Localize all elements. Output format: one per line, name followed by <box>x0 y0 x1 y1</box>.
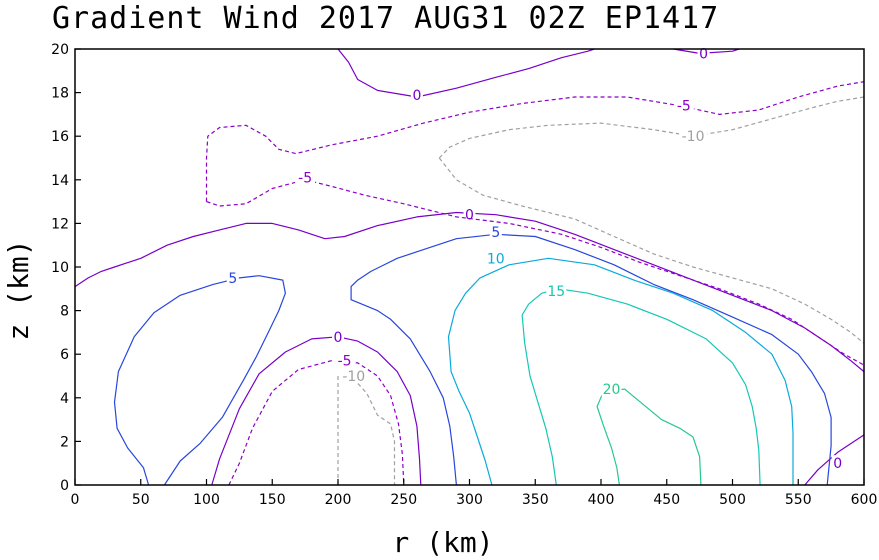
contour-label: 5 <box>491 225 500 241</box>
x-tick-label: 400 <box>588 492 615 508</box>
contour-line <box>350 233 832 486</box>
contour-label-background <box>334 352 355 368</box>
contour-label-background <box>226 269 239 285</box>
contour-label: 0 <box>465 208 474 224</box>
plot-frame <box>74 48 865 486</box>
contour-label-background <box>339 368 368 383</box>
x-tick-label: 150 <box>259 492 286 508</box>
y-tick-label: 2 <box>60 434 69 450</box>
contour-label: 0 <box>334 330 343 346</box>
y-tick-label: 20 <box>51 42 69 58</box>
contour-label: -5 <box>298 171 312 187</box>
contour-label: 0 <box>412 88 421 104</box>
contour-label: -5 <box>677 99 691 115</box>
contour-label-background <box>295 169 316 185</box>
contour-label: 10 <box>487 251 505 267</box>
x-tick-label: 350 <box>522 492 549 508</box>
contour-line <box>211 336 422 486</box>
contour-label: 0 <box>833 456 842 472</box>
contour-label-background <box>463 206 476 222</box>
contour-line <box>596 388 702 486</box>
contour-label-background <box>673 97 694 113</box>
x-tick-label: 100 <box>193 492 220 508</box>
contour-line <box>228 360 405 486</box>
contour-line <box>804 434 865 486</box>
contour-line <box>337 373 396 485</box>
contour-line <box>673 48 740 54</box>
contour-label: 20 <box>603 382 621 398</box>
contour-line <box>521 288 761 486</box>
contour-label-background <box>546 282 567 298</box>
contour-line <box>447 257 794 486</box>
y-tick-label: 10 <box>51 260 69 276</box>
y-tick-label: 8 <box>60 304 69 320</box>
contour-label-background <box>601 381 622 397</box>
axis-ticks: 0 50 100 150 200 250 300 350 400 450 500 550 6000246… <box>51 42 877 508</box>
x-tick-label: 550 <box>785 492 812 508</box>
contour-label: 0 <box>699 46 708 62</box>
contour-line <box>113 275 286 486</box>
x-tick-label: 450 <box>653 492 680 508</box>
contour-line <box>205 81 865 202</box>
x-tick-label: 0 <box>71 492 80 508</box>
y-tick-label: 12 <box>51 216 69 232</box>
contour-label-background <box>489 224 502 240</box>
contour-label-background <box>332 328 344 344</box>
chart-title: Gradient Wind 2017 AUG31 02Z EP1417 <box>52 1 719 36</box>
contour-label: -5 <box>338 354 352 370</box>
contour-line <box>206 179 865 366</box>
contour-label: 5 <box>228 271 237 287</box>
x-tick-label: 50 <box>132 492 150 508</box>
x-axis-label: r (km) <box>392 526 493 559</box>
contour-line <box>438 96 865 159</box>
x-tick-label: 600 <box>851 492 878 508</box>
y-tick-label: 4 <box>60 391 69 407</box>
contour-label: -10 <box>682 129 705 145</box>
contour-label: 15 <box>547 284 565 300</box>
contour-line <box>438 157 865 344</box>
contour-label-background <box>485 250 506 266</box>
contour-label-background <box>410 86 423 102</box>
x-tick-label: 200 <box>325 492 352 508</box>
contour-line <box>74 211 865 373</box>
contour-label: -10 <box>342 369 365 385</box>
y-tick-label: 18 <box>51 86 69 102</box>
contour-line <box>337 48 595 98</box>
y-tick-label: 0 <box>60 478 69 494</box>
y-tick-label: 6 <box>60 347 69 363</box>
y-tick-label: 14 <box>51 173 69 189</box>
y-axis-label: z (km) <box>2 239 35 340</box>
contour-label-background <box>679 128 708 144</box>
x-tick-label: 300 <box>456 492 483 508</box>
x-tick-label: 250 <box>390 492 417 508</box>
y-tick-label: 16 <box>51 129 69 145</box>
x-tick-label: 500 <box>719 492 746 508</box>
contour-label-background <box>831 455 844 471</box>
